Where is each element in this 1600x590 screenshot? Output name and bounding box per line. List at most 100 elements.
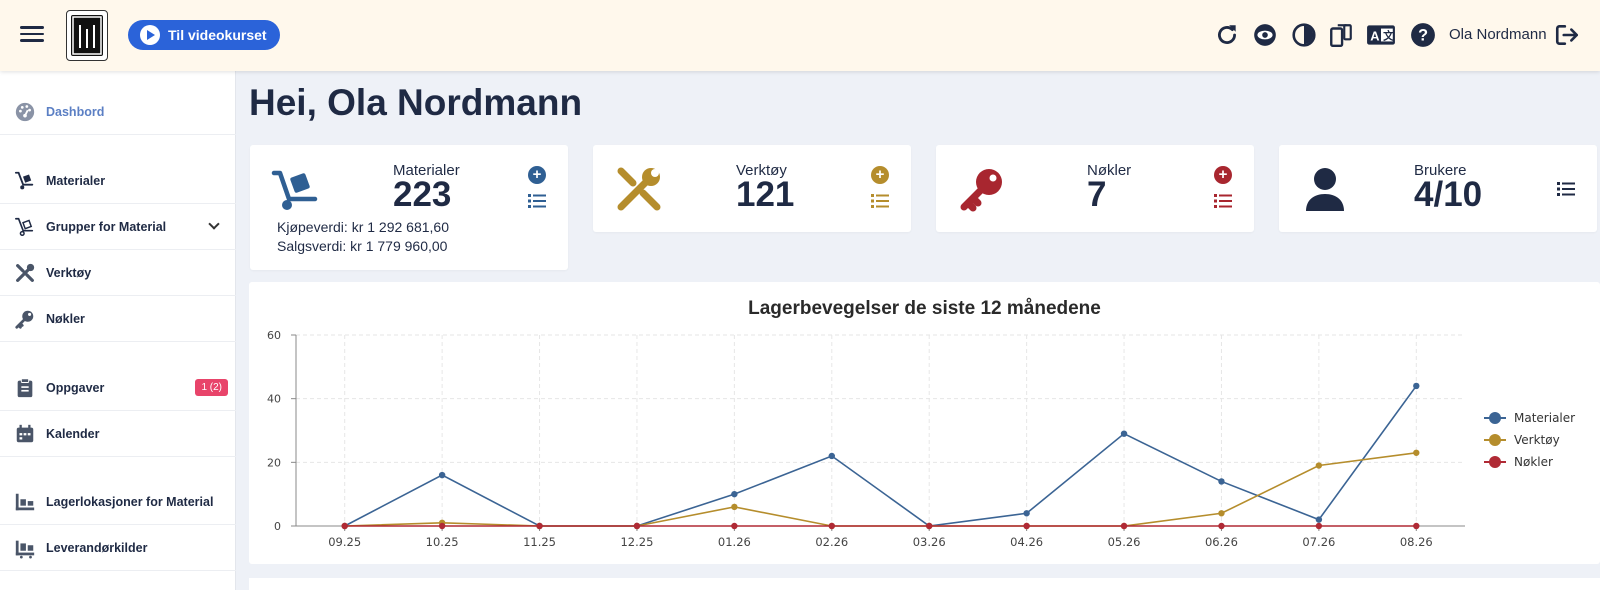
stat-card-materialer: Materialer 223 + Kjøpeverdi: kr 1 292 68… [250,145,568,270]
x-tick-label: 11.25 [523,535,556,549]
sidebar-item-label: Materialer [46,173,106,188]
refresh-icon[interactable] [1214,22,1240,48]
sidebar-item-dashboard[interactable]: Dashbord [0,89,236,135]
stat-card-nokler: Nøkler 7 + [936,145,1254,232]
svg-text:?: ? [1418,26,1428,44]
devices-icon[interactable] [1328,22,1354,48]
x-tick-label: 12.25 [620,535,653,549]
card-value: 121 [736,175,795,214]
x-tick-label: 08.26 [1400,535,1433,549]
dashboard-icon [15,102,35,121]
sidebar-item-label: Nøkler [46,311,85,326]
company-logo[interactable] [66,10,108,61]
sidebar-item-kalender[interactable]: Kalender [0,411,236,457]
sidebar-item-verktoy[interactable]: Verktøy [0,250,236,296]
x-tick-label: 06.26 [1205,535,1238,549]
sidebar-item-grupper-for-material[interactable]: Grupper for Material [0,204,236,250]
sidebar-item-label: Grupper for Material [46,219,167,234]
supplier-icon [15,540,35,559]
x-tick-label: 10.25 [426,535,459,549]
list-nokler-icon[interactable] [1214,193,1232,209]
tools-icon [16,263,35,282]
sidebar-item-label: Dashbord [46,104,105,119]
logout-icon[interactable] [1554,22,1580,48]
help-icon[interactable]: ? [1410,22,1436,48]
sidebar-item-leverandorkilder[interactable]: Leverandørkilder [0,525,236,571]
video-course-label: Til videokurset [168,27,267,43]
x-tick-label: 02.26 [815,535,848,549]
key-icon [960,169,1002,212]
sidebar-item-label: Kalender [46,426,100,441]
language-icon[interactable]: A 文 [1366,22,1396,48]
series-point-2 [341,522,348,530]
add-materialer-button[interactable]: + [528,166,546,184]
task-count-badge: 1 (2) [195,379,228,396]
sidebar-item-label: Verktøy [46,265,92,280]
chevron-down-icon[interactable] [208,218,220,230]
y-tick-label: 40 [267,393,281,406]
chart-title: Lagerbevegelser de siste 12 månedene [748,298,1101,319]
calendar-icon [16,424,34,442]
list-verktoy-icon[interactable] [871,193,889,209]
series-point-2 [438,522,446,530]
series-line-0 [344,385,1417,527]
series-point-1 [1218,510,1225,517]
svg-text:A: A [1370,28,1379,43]
stat-card-brukere: Brukere 4/10 [1279,145,1597,232]
add-verktoy-button[interactable]: + [871,166,889,184]
series-point-2 [1023,522,1030,530]
series-point-0 [1413,382,1420,390]
sidebar-item-label: Lagerlokasjoner for Material [46,494,214,509]
card-value: 7 [1087,175,1107,214]
list-brukere-icon[interactable] [1557,181,1575,197]
sidebar-item-oppgaver[interactable]: Oppgaver 1 (2) [0,365,236,411]
series-point-2 [828,522,835,530]
sales-value: Salgsverdi: kr 1 779 960,00 [277,238,448,254]
menu-icon[interactable] [20,22,44,46]
sidebar-item-materialer[interactable]: Materialer [0,158,236,204]
card-title: Verktøy [736,162,787,179]
eye-icon[interactable] [1252,22,1278,48]
x-tick-label: 05.26 [1108,535,1141,549]
series-line-1 [344,451,1417,527]
legend-marker-0 [1489,412,1501,424]
series-point-2 [1120,522,1128,530]
x-tick-label: 09.25 [328,535,361,549]
legend-label: Materialer [1514,411,1575,425]
card-title: Materialer [393,162,460,179]
purchase-value: Kjøpeverdi: kr 1 292 681,60 [277,219,449,235]
sidebar-item-nokler[interactable]: Nøkler [0,296,236,342]
series-point-2 [1218,522,1225,530]
sidebar-item-label: Leverandørkilder [46,540,148,555]
y-tick-label: 60 [267,329,281,342]
contrast-icon[interactable] [1291,22,1317,48]
series-point-0 [1218,478,1225,485]
card-value: 4/10 [1414,175,1483,214]
username[interactable]: Ola Nordmann [1449,26,1547,43]
play-icon [140,25,160,45]
add-nokler-button[interactable]: + [1214,166,1232,184]
hand-truck-icon [271,170,318,210]
tools-icon [617,167,661,211]
x-tick-label: 04.26 [1010,535,1043,549]
series-point-0 [1023,510,1030,517]
key-icon [15,310,34,329]
video-course-button[interactable]: Til videokurset [128,20,280,50]
list-materialer-icon[interactable] [528,193,546,209]
legend-label: Verktøy [1514,433,1560,447]
chart-card: Lagerbevegelser de siste 12 månedene 0 20… [249,282,1600,564]
series-point-2 [536,522,543,530]
sidebar-item-lagerlokasjoner[interactable]: Lagerlokasjoner for Material [0,479,236,525]
series-point-0 [1315,516,1323,523]
series-point-0 [1120,430,1128,437]
y-tick-label: 0 [274,520,281,533]
card-value: 223 [393,175,452,214]
warehouse-icon [15,493,35,510]
next-panel [249,578,1600,590]
series-point-2 [1413,522,1420,530]
series-point-2 [926,522,933,530]
series-point-2 [633,522,641,530]
series-point-1 [1315,462,1323,469]
y-tick-label: 20 [267,456,281,469]
hand-truck-icon [14,171,34,189]
